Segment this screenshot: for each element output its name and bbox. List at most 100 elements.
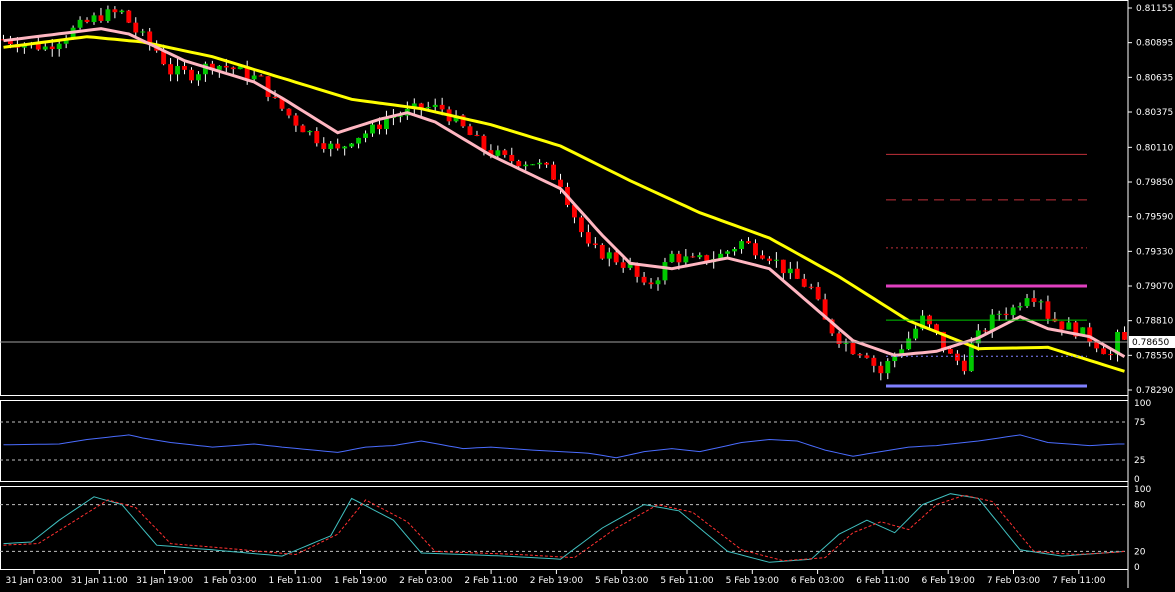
price-tick-label: 0.81155 — [1136, 4, 1173, 14]
candle-body — [216, 65, 222, 70]
candle — [84, 17, 90, 24]
candle-body — [1101, 348, 1107, 355]
time-tick-label: 7 Feb 11:00 — [1052, 576, 1106, 586]
candle-body — [1059, 321, 1065, 330]
candle — [996, 310, 1002, 321]
price-tick-label: 0.79070 — [1136, 282, 1173, 292]
time-tick-label: 1 Feb 19:00 — [334, 576, 388, 586]
candle-body — [961, 360, 967, 372]
candle-body — [384, 118, 389, 130]
candle-body — [77, 19, 83, 28]
candle — [119, 9, 125, 14]
candle — [753, 239, 758, 259]
candle-body — [460, 115, 466, 127]
candle-body — [537, 162, 543, 165]
candle — [98, 7, 104, 23]
candle — [585, 224, 591, 247]
candle-body — [1087, 327, 1093, 342]
candle-body — [739, 241, 744, 249]
candle-body — [592, 243, 598, 245]
candle — [690, 252, 696, 258]
candle-body — [690, 256, 696, 258]
candle-body — [300, 125, 306, 133]
candle-body — [815, 286, 821, 300]
candle — [634, 262, 640, 283]
candle-body — [495, 150, 501, 156]
time-tick-label: 2 Feb 11:00 — [464, 576, 518, 586]
candle-body — [1073, 322, 1079, 337]
candle-body — [578, 217, 584, 233]
candle-body — [648, 282, 654, 285]
candle-body — [467, 126, 473, 135]
current-price-label: 0.78650 — [1132, 338, 1169, 348]
price-tick-label: 0.80895 — [1136, 39, 1173, 49]
candle-body — [98, 15, 104, 21]
candle — [56, 40, 62, 57]
price-tick-label: 0.80635 — [1136, 73, 1173, 83]
candle — [460, 114, 466, 128]
candle-body — [147, 31, 153, 44]
candle-body — [314, 131, 320, 144]
candle-body — [175, 65, 180, 75]
time-tick-label: 1 Feb 03:00 — [203, 576, 257, 586]
price-tick-label: 0.79850 — [1136, 178, 1173, 188]
candle — [133, 17, 139, 38]
candle — [1073, 320, 1079, 339]
candle-body — [843, 342, 849, 344]
candle-body — [697, 255, 703, 258]
candle — [1031, 290, 1037, 307]
candle-body — [551, 164, 556, 180]
time-tick-label: 1 Feb 11:00 — [269, 576, 323, 586]
candle-body — [773, 259, 779, 261]
candle — [1017, 302, 1023, 311]
candle — [906, 331, 912, 351]
candle — [77, 16, 83, 30]
candle — [112, 6, 118, 19]
candle-body — [63, 38, 69, 44]
candle-body — [899, 349, 905, 355]
candle-body — [105, 9, 111, 21]
candle-body — [794, 268, 800, 279]
candle-body — [119, 10, 125, 13]
time-tick-label: 6 Feb 11:00 — [856, 576, 910, 586]
candle-body — [411, 103, 417, 109]
candle — [140, 28, 146, 37]
time-tick-label: 31 Jan 11:00 — [71, 576, 128, 586]
candle-body — [439, 104, 445, 110]
candle-body — [613, 252, 619, 263]
candle — [1087, 322, 1093, 347]
candle-body — [948, 348, 953, 354]
candle-body — [1038, 301, 1044, 303]
candle — [349, 143, 355, 149]
time-tick-label: 6 Feb 19:00 — [922, 576, 976, 586]
candle-body — [474, 134, 480, 136]
candle-body — [544, 162, 550, 165]
candle-body — [279, 97, 285, 109]
oscillator-2-series-line — [3, 494, 1125, 562]
candle-body — [878, 365, 884, 374]
time-tick-label: 5 Feb 19:00 — [726, 576, 780, 586]
candle — [314, 127, 320, 147]
candle — [161, 44, 167, 66]
candle-body — [1115, 332, 1120, 355]
candle-body — [676, 253, 682, 263]
price-tick-label: 0.79590 — [1136, 213, 1173, 223]
candle-body — [182, 65, 187, 70]
candle — [780, 259, 786, 280]
oscillator-1-tick-label: 25 — [1134, 456, 1145, 466]
candle — [300, 124, 306, 133]
candle — [230, 66, 236, 76]
current-price-tag — [1129, 336, 1175, 348]
candle-body — [766, 258, 772, 261]
candle-body — [133, 22, 139, 33]
candle-body — [140, 31, 146, 33]
candle-body — [244, 66, 250, 80]
candle-body — [996, 313, 1002, 315]
moving-average-slow — [3, 35, 1125, 373]
oscillator-2-tick-label: 20 — [1134, 547, 1146, 557]
candle-body — [42, 46, 48, 50]
candle — [335, 138, 341, 151]
candle — [530, 164, 536, 166]
oscillator-1-series-line — [3, 434, 1125, 459]
candle-body — [8, 39, 13, 45]
